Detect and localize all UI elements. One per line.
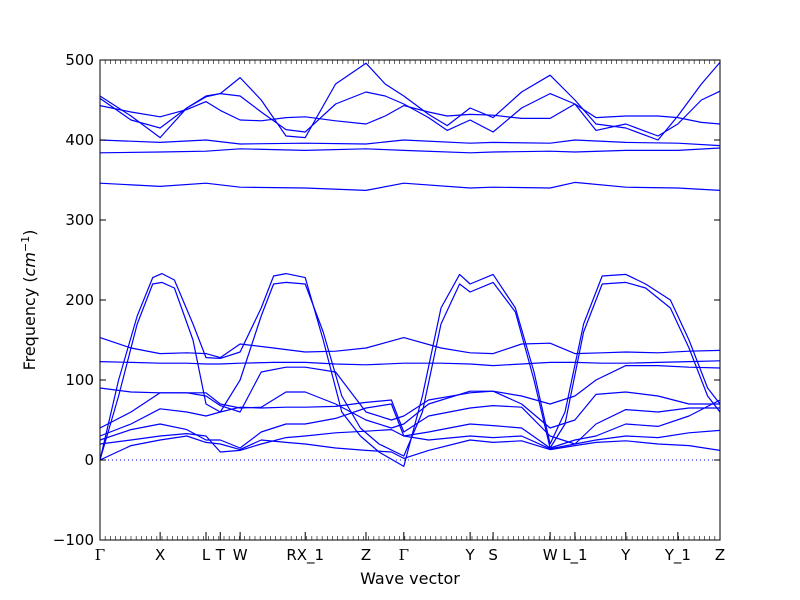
- phonon-band-8: [99, 281, 721, 461]
- y-tick-label: 0: [84, 451, 94, 469]
- y-axis-label-suffix: ): [20, 230, 39, 236]
- x-tick-label: S: [488, 546, 498, 564]
- x-tick-label: W: [543, 546, 558, 564]
- phonon-band-12: [99, 390, 720, 429]
- y-tick-label: 500: [65, 51, 94, 69]
- x-tick-label: L: [202, 546, 211, 564]
- phonon-band-4: [99, 139, 721, 147]
- y-tick-label: 400: [65, 131, 94, 149]
- x-tick-label: Y_1: [664, 546, 691, 565]
- x-tick-label: W: [233, 546, 248, 564]
- plot-background: [100, 60, 720, 540]
- phonon-band-16: [99, 435, 721, 461]
- phonon-band-6: [99, 181, 721, 191]
- phonon-band-14: [99, 399, 721, 449]
- x-tick-label: Z: [715, 546, 725, 564]
- phonon-band-2: [99, 90, 721, 137]
- phonon-band-13: [99, 399, 720, 445]
- phonon-band-9: [99, 337, 721, 359]
- y-axis-label: Frequency (cm−1): [19, 230, 39, 371]
- y-tick-label: 200: [65, 291, 94, 309]
- y-axis-label-exponent: −1: [19, 236, 32, 252]
- y-tick-label: 300: [65, 211, 94, 229]
- phonon-band-3: [99, 100, 721, 125]
- x-tick-label: Y: [620, 546, 631, 564]
- x-tick-label: Z: [361, 546, 371, 564]
- x-tick-label: L_1: [562, 546, 587, 565]
- x-tick-label: RX_1: [286, 546, 324, 565]
- phonon-band-15: [99, 429, 721, 453]
- y-tick-label: −100: [53, 531, 94, 549]
- x-tick-label: Y: [465, 546, 476, 564]
- x-tick-label: X: [155, 546, 165, 564]
- y-tick-label: 100: [65, 371, 94, 389]
- x-axis-label: Wave vector: [360, 569, 460, 588]
- y-axis-label-unit: cm: [20, 252, 39, 276]
- x-tick-label: Γ: [399, 546, 409, 564]
- plot-frame: [99, 59, 721, 541]
- y-tick-layer: −100 0 100 200 300 400 500: [53, 51, 720, 549]
- phonon-band-10: [99, 360, 721, 367]
- x-tick-layer: Γ X L T W RX_1 Z Γ Y S W L_1 Y Y_1 Z: [95, 60, 725, 565]
- phonon-band-5: [99, 147, 721, 154]
- x-tick-label: T: [215, 546, 226, 564]
- phonon-band-11: [99, 365, 721, 421]
- series-layer: [99, 62, 721, 467]
- y-axis-label-prefix: Frequency (: [20, 276, 39, 370]
- phonon-band-7: [99, 273, 721, 467]
- x-tick-label: Γ: [95, 546, 105, 564]
